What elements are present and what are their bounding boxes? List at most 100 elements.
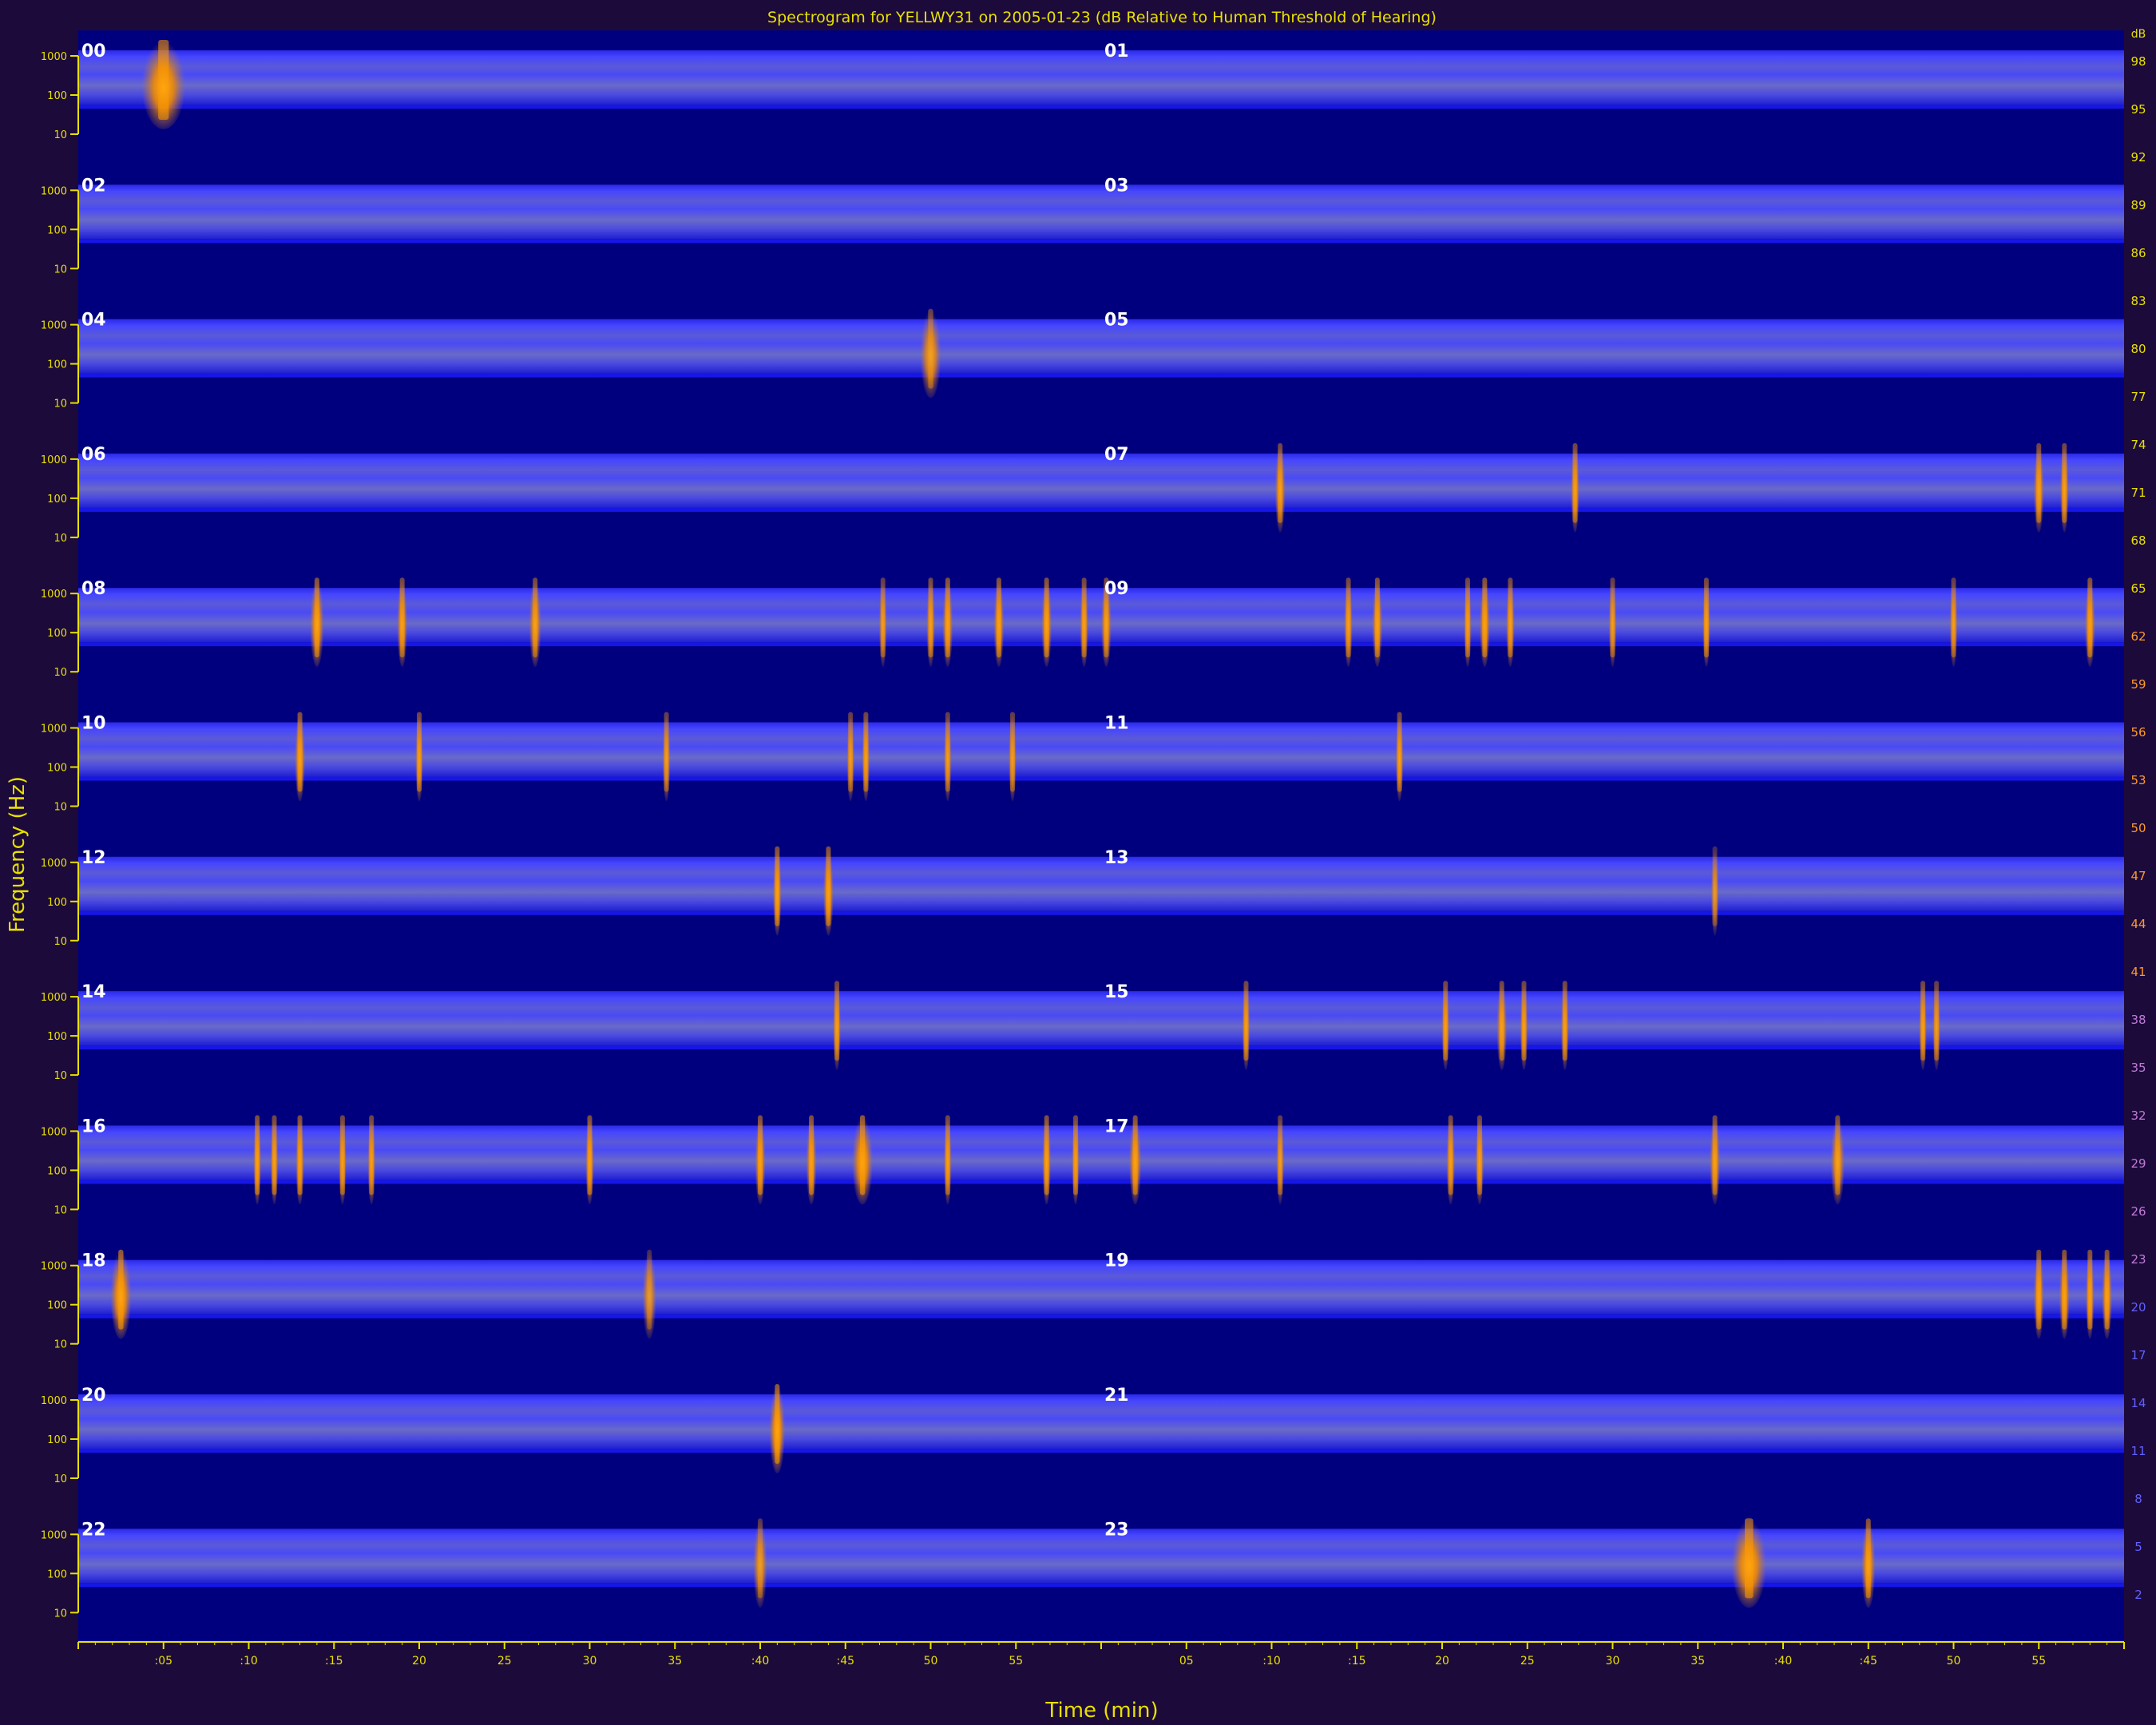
freq-tick-label: 10	[54, 1070, 67, 1082]
event-core-70	[1745, 1518, 1754, 1599]
colorbar-tick-label: 74	[2130, 438, 2146, 452]
hour-label-04: 04	[81, 311, 106, 331]
band-edge-9	[78, 1314, 2124, 1319]
event-mark-45	[270, 1112, 279, 1205]
freq-tick-label: 1000	[41, 992, 67, 1004]
band-edge-2	[78, 373, 2124, 378]
event-mark-30	[943, 708, 952, 802]
time-tick-label: 35	[668, 1655, 682, 1668]
event-core-53	[945, 1115, 950, 1196]
time-tick-label: :10	[240, 1655, 258, 1668]
colorbar-tick-label: 47	[2130, 869, 2146, 883]
time-tick-label: 25	[1520, 1655, 1535, 1668]
event-mark-56	[1129, 1112, 1142, 1205]
freq-tick-label: 10	[54, 264, 67, 276]
event-mark-23	[1949, 574, 1958, 667]
event-mark-64	[2102, 1246, 2113, 1339]
event-core-9	[880, 577, 886, 658]
event-mark-40	[1520, 977, 1528, 1070]
band-edge-0	[78, 105, 2124, 109]
event-core-20	[1508, 577, 1513, 658]
freq-tick-label: 100	[47, 763, 67, 775]
freq-tick-label: 10	[54, 1608, 67, 1620]
event-core-35	[1712, 846, 1718, 926]
freq-tick-label: 10	[54, 129, 67, 141]
colorbar-tick-label: 32	[2130, 1108, 2146, 1123]
band-row-0	[78, 50, 2124, 105]
band-edge-6	[78, 910, 2124, 915]
event-mark-26	[415, 708, 423, 802]
event-mark-46	[295, 1112, 305, 1205]
hour-labels: 00 01 02 03 04 05 06 07 08 09 10 11 12 13 14 15 16 17 18 19…	[81, 42, 1129, 1540]
event-core-14	[1081, 577, 1087, 658]
event-core-31	[1009, 712, 1015, 792]
event-mark-18	[1464, 574, 1472, 667]
event-mark-67	[2085, 1246, 2095, 1339]
event-core-8	[533, 577, 538, 658]
freq-tick-label: 100	[47, 1165, 67, 1177]
event-mark-24	[2084, 574, 2095, 667]
hour-label-19: 19	[1104, 1251, 1129, 1271]
hour-label-18: 18	[81, 1251, 106, 1271]
event-mark-38	[1441, 977, 1450, 1070]
colorbar-tick-label: 8	[2134, 1492, 2142, 1506]
event-core-26	[417, 712, 422, 792]
freq-tick-label: 1000	[41, 1126, 67, 1138]
event-core-50	[758, 1115, 763, 1196]
event-core-5	[2062, 442, 2067, 523]
hour-label-07: 07	[1104, 445, 1129, 465]
colorbar-tick-label: 62	[2130, 629, 2146, 644]
event-mark-63	[642, 1246, 657, 1339]
event-mark-21	[1608, 574, 1617, 667]
freq-tick-label: 1000	[41, 185, 67, 197]
event-core-62	[118, 1249, 124, 1330]
event-core-59	[1476, 1115, 1482, 1196]
colorbar-tick-label: 5	[2134, 1540, 2142, 1554]
freq-tick-label: 10	[54, 802, 67, 814]
event-mark-22	[1702, 574, 1710, 667]
plot-area	[78, 30, 2124, 1642]
event-core-11	[945, 577, 950, 658]
event-mark-20	[1505, 574, 1515, 667]
event-core-44	[255, 1115, 260, 1196]
colorbar-tick-label: 65	[2130, 581, 2146, 596]
event-mark-65	[2033, 1246, 2044, 1339]
event-core-6	[314, 577, 319, 658]
colorbar-scale: 98 95 92 89 86 83 80 77 74 71 68 65 62 59 56 53 50 47 44 41…	[2130, 54, 2146, 1602]
event-core-18	[1465, 577, 1471, 658]
event-mark-8	[529, 574, 541, 667]
y-axis-label: Frequency (Hz)	[6, 776, 30, 933]
event-mark-33	[772, 843, 782, 936]
band-row-9	[78, 1259, 2124, 1315]
band-edge-3	[78, 507, 2124, 512]
band-row-2	[78, 319, 2124, 374]
colorbar-tick-label: 38	[2130, 1013, 2146, 1027]
event-mark-7	[397, 574, 408, 667]
event-mark-16	[1344, 574, 1353, 667]
event-mark-35	[1710, 843, 1719, 936]
event-core-10	[928, 577, 933, 658]
x-axis-label: Time (min)	[1044, 1699, 1158, 1723]
event-mark-12	[993, 574, 1005, 667]
hour-label-14: 14	[81, 982, 106, 1002]
event-core-2	[1278, 442, 1283, 523]
event-core-1	[928, 308, 933, 389]
colorbar-tick-label: 17	[2130, 1348, 2146, 1362]
event-core-64	[2104, 1249, 2110, 1330]
time-tick-label: 50	[924, 1655, 938, 1668]
freq-tick-label: 1000	[41, 1261, 67, 1273]
colorbar-tick-label: 11	[2130, 1444, 2146, 1458]
event-mark-15	[1100, 574, 1112, 667]
event-mark-29	[862, 708, 870, 802]
event-mark-59	[1475, 1112, 1484, 1205]
event-core-25	[297, 712, 303, 792]
freq-tick-label: 10	[54, 667, 67, 679]
hour-label-15: 15	[1104, 982, 1129, 1002]
event-mark-17	[1372, 574, 1383, 667]
band-edge-11	[78, 1583, 2124, 1588]
hour-label-06: 06	[81, 445, 106, 465]
event-mark-11	[942, 574, 953, 667]
event-core-61	[1835, 1115, 1841, 1196]
event-core-15	[1104, 577, 1109, 658]
